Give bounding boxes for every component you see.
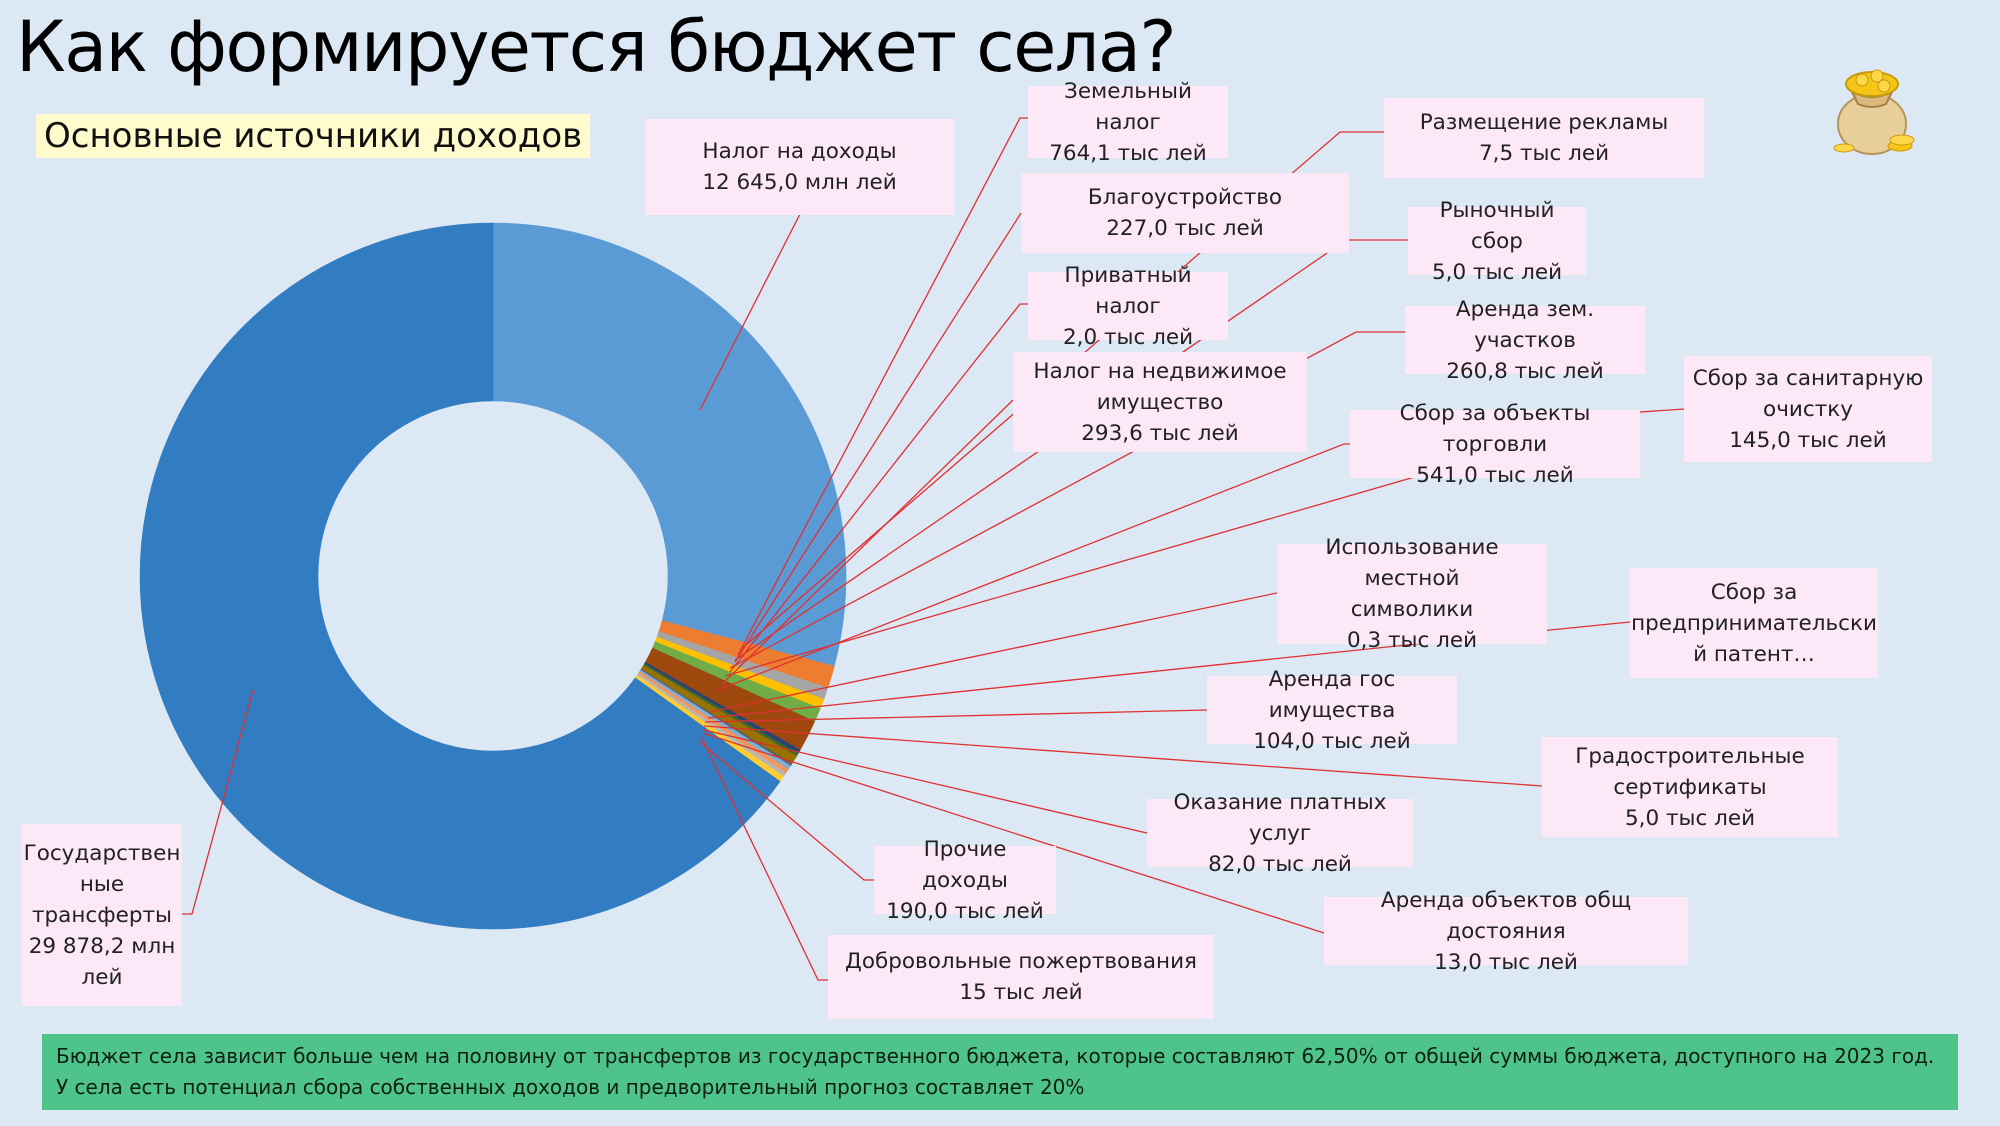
slice-label-line: 5,0 тыс лей bbox=[1624, 805, 1756, 831]
leader-line bbox=[709, 592, 1278, 713]
leader-line bbox=[737, 117, 1028, 656]
slice-label-line: 12 645,0 млн лей bbox=[702, 170, 897, 195]
leader-line bbox=[703, 725, 1543, 787]
slice-label-line: Благоустройство bbox=[1087, 185, 1283, 210]
slice-label-line: сертификаты bbox=[1613, 774, 1767, 800]
leader-line bbox=[721, 399, 1014, 685]
slice-label-line: 82,0 тыс лей bbox=[1208, 851, 1352, 877]
slice-label-line: 7,5 тыс лей bbox=[1478, 141, 1610, 166]
leader-line bbox=[734, 212, 1022, 663]
leader-line bbox=[717, 443, 1350, 691]
slice-label: Сбор за предпринимательски й патент… bbox=[1630, 568, 1878, 678]
slice-label-line: 29 878,2 млн bbox=[28, 933, 176, 959]
slice-label-line: символики bbox=[1350, 597, 1474, 622]
leader-line bbox=[707, 621, 1631, 719]
donut-slice bbox=[492, 222, 847, 667]
slice-label-line: Приватный налог bbox=[1064, 262, 1192, 319]
slice-label-line: 764,1 тыс лей bbox=[1049, 140, 1207, 166]
slice-label-line: 13,0 тыс лей bbox=[1434, 949, 1578, 975]
slice-label-line: 15 тыс лей bbox=[959, 980, 1083, 1005]
leader-line bbox=[699, 741, 874, 881]
slice-label-line: Аренда зем. участков bbox=[1455, 296, 1595, 353]
slice-label-line: 145,0 тыс лей bbox=[1729, 427, 1887, 453]
slice-label: Градостроительные сертификаты 5,0 тыс лей bbox=[1542, 737, 1838, 837]
slice-label-line: Налог на недвижимое bbox=[1033, 358, 1287, 384]
slice-label-line: 2,0 тыс лей bbox=[1062, 324, 1194, 350]
slice-label-line: Прочие доходы bbox=[922, 836, 1008, 893]
slice-label-line: трансферты bbox=[32, 902, 172, 928]
leader-line bbox=[699, 213, 801, 411]
slice-label: Благоустройство 227,0 тыс лей bbox=[1021, 173, 1349, 253]
slice-label: Сбор за объекты торговли 541,0 тыс лей bbox=[1350, 401, 1640, 488]
slice-label-line: 5,0 тыс лей bbox=[1431, 259, 1563, 285]
slice-label-line: 190,0 тыс лей bbox=[886, 898, 1044, 924]
slice-label-line: Сбор за санитарную bbox=[1692, 365, 1924, 391]
slice-label-line: й патент… bbox=[1693, 641, 1815, 667]
slice-label-line: 104,0 тыс лей bbox=[1253, 728, 1411, 754]
slice-label-line: Государствен bbox=[23, 840, 181, 866]
slice-label: Прочие доходы 190,0 тыс лей bbox=[874, 837, 1056, 924]
slice-label: Приватный налог 2,0 тыс лей bbox=[1028, 263, 1228, 350]
leader-line bbox=[182, 689, 254, 915]
slide-title: Как формируется бюджет села? bbox=[16, 6, 1177, 88]
slice-label: Земельный налог 764,1 тыс лей bbox=[1028, 79, 1228, 166]
slice-label: Аренда гос имущества 104,0 тыс лей bbox=[1207, 667, 1457, 754]
leader-line bbox=[704, 709, 1208, 723]
slice-label: Налог на недвижимое имущество 293,6 тыс ле… bbox=[1013, 352, 1307, 452]
slice-label: Оказание платных услуг 82,0 тыс лей bbox=[1147, 790, 1413, 877]
slice-label-line: ные bbox=[79, 871, 125, 897]
slice-label-line: 227,0 тыс лей bbox=[1106, 216, 1264, 241]
slice-label-line: Аренда гос имущества bbox=[1268, 666, 1396, 723]
slice-label-line: 0,3 тыс лей bbox=[1346, 628, 1478, 653]
donut-slice bbox=[139, 222, 781, 930]
slice-label-line: Размещение рекламы bbox=[1419, 110, 1669, 135]
slice-label-line: Земельный налог bbox=[1064, 78, 1192, 135]
slice-label: Рыночный сбор 5,0 тыс лей bbox=[1408, 198, 1586, 285]
slice-label: Добровольные пожертвования 15 тыс лей bbox=[828, 935, 1214, 1019]
slice-label-line: 260,8 тыс лей bbox=[1446, 358, 1604, 384]
leader-line bbox=[701, 737, 828, 981]
slice-label-line: очистку bbox=[1763, 396, 1853, 422]
slice-label-line: лей bbox=[81, 964, 123, 990]
slice-label-line: предпринимательски bbox=[1631, 610, 1877, 636]
slice-label-line: имущество bbox=[1096, 389, 1224, 415]
chart-subtitle: Основные источники доходов bbox=[36, 114, 591, 158]
leader-line bbox=[703, 729, 1148, 834]
slice-label-line: Аренда объектов общ достояния bbox=[1380, 887, 1632, 944]
slice-label: Государствен ные трансферты 29 878,2 млн лей bbox=[22, 824, 182, 1006]
slice-label-line: Сбор за объекты торговли bbox=[1399, 400, 1591, 457]
slice-label-line: Градостроительные bbox=[1575, 743, 1805, 769]
slice-label-line: Налог на доходы bbox=[702, 139, 897, 164]
slice-label-line: Добровольные пожертвования bbox=[845, 949, 1197, 974]
slice-label: Сбор за санитарную очистку 145,0 тыс лей bbox=[1684, 356, 1932, 462]
slice-label-line: 293,6 тыс лей bbox=[1081, 420, 1239, 446]
slice-label: Размещение рекламы 7,5 тыс лей bbox=[1384, 98, 1704, 178]
slice-label-line: Рыночный сбор bbox=[1439, 197, 1555, 254]
slice-label-line: Оказание платных услуг bbox=[1173, 789, 1387, 846]
leader-line bbox=[724, 408, 1685, 677]
summary-note: Бюджет села зависит больше чем на полови… bbox=[42, 1034, 1958, 1110]
slice-label: Использование местной символики 0,3 тыс ле… bbox=[1277, 535, 1547, 653]
money-bag-icon bbox=[1833, 69, 1915, 155]
slice-label: Аренда объектов общ достояния 13,0 тыс ле… bbox=[1324, 888, 1688, 975]
slice-label-line: Использование местной bbox=[1325, 535, 1499, 591]
slice-label-line: Сбор за bbox=[1710, 579, 1798, 605]
leader-line bbox=[739, 131, 1384, 651]
slice-label: Аренда зем. участков 260,8 тыс лей bbox=[1405, 297, 1645, 384]
leader-line bbox=[702, 732, 1325, 934]
leader-line bbox=[729, 303, 1028, 673]
slice-label-line: 541,0 тыс лей bbox=[1416, 462, 1574, 488]
leader-line bbox=[729, 331, 1405, 669]
slice-label: Налог на доходы 12 645,0 млн лей bbox=[645, 119, 954, 215]
